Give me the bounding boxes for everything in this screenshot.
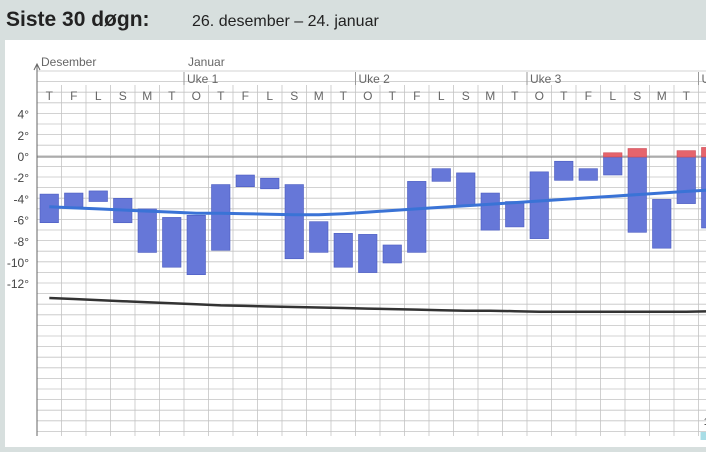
temp-bar-below bbox=[604, 157, 623, 175]
day-label: O bbox=[535, 89, 544, 103]
temp-bar-below bbox=[432, 169, 451, 182]
day-label: T bbox=[560, 89, 568, 103]
temp-bar-above bbox=[702, 147, 706, 157]
temp-bar-above bbox=[677, 151, 696, 157]
temperature-chart: Desember Januar Uke 1 Uke 2 Uke 3 Uke 4 T F L S M T… bbox=[5, 40, 706, 447]
day-label: T bbox=[389, 89, 397, 103]
day-label: O bbox=[192, 89, 201, 103]
day-label: T bbox=[46, 89, 54, 103]
y-tick-left: -6° bbox=[14, 214, 30, 228]
temp-bar-below bbox=[285, 185, 304, 259]
precip-bar bbox=[701, 432, 706, 440]
day-label: F bbox=[413, 89, 420, 103]
week-label: Uke 1 bbox=[187, 72, 219, 86]
temp-bar-below bbox=[408, 181, 427, 252]
temp-bar-below bbox=[236, 175, 255, 187]
y-tick-left: -4° bbox=[14, 192, 30, 206]
day-label: S bbox=[462, 89, 470, 103]
day-label: S bbox=[290, 89, 298, 103]
temp-bar-below bbox=[163, 217, 182, 267]
temp-bar-below bbox=[310, 222, 329, 253]
temp-bar-below bbox=[261, 178, 280, 189]
day-label: L bbox=[95, 89, 102, 103]
temp-bar-below bbox=[89, 191, 108, 202]
lower-line bbox=[49, 298, 706, 312]
week-label: Uke 4 bbox=[702, 72, 706, 86]
chart-subtitle: 26. desember – 24. januar bbox=[192, 13, 379, 31]
y-tick-left: -8° bbox=[14, 235, 30, 249]
y-tick-left: -2° bbox=[14, 171, 30, 185]
month-label: Desember bbox=[41, 55, 96, 69]
week-label: Uke 2 bbox=[359, 72, 391, 86]
day-label: L bbox=[438, 89, 445, 103]
temp-bar-below bbox=[334, 233, 353, 267]
y-tick-left: 0° bbox=[18, 150, 30, 164]
day-label: S bbox=[119, 89, 127, 103]
chart-title: Siste 30 døgn: bbox=[6, 8, 150, 32]
temp-bar-below bbox=[383, 245, 402, 263]
temp-bar-below bbox=[653, 199, 672, 248]
temp-bar-below bbox=[187, 215, 206, 274]
day-label: M bbox=[657, 89, 667, 103]
temp-bar-below bbox=[138, 209, 157, 253]
y-tick-left: 2° bbox=[18, 129, 30, 143]
month-label: Januar bbox=[188, 55, 225, 69]
y-tick-left: 4° bbox=[18, 108, 30, 122]
top-labels: Desember Januar Uke 1 Uke 2 Uke 3 Uke 4 T F L S M T… bbox=[41, 55, 706, 103]
temp-bar-above bbox=[604, 153, 623, 157]
day-label: L bbox=[609, 89, 616, 103]
temp-bar-below bbox=[457, 173, 476, 206]
week-label: Uke 3 bbox=[530, 72, 562, 86]
temp-bar-above bbox=[628, 149, 647, 158]
day-label: T bbox=[683, 89, 691, 103]
temp-bar-below bbox=[530, 172, 549, 239]
temp-bar-below bbox=[555, 161, 574, 180]
temp-bar-below bbox=[481, 193, 500, 230]
day-label: M bbox=[314, 89, 324, 103]
y-tick-left: -10° bbox=[7, 256, 29, 270]
temp-bar-below bbox=[677, 157, 696, 204]
day-label: M bbox=[142, 89, 152, 103]
temp-bar-below bbox=[579, 169, 598, 181]
day-label: S bbox=[633, 89, 641, 103]
temperature-bars bbox=[40, 132, 706, 275]
y-tick-left: -12° bbox=[7, 277, 29, 291]
day-label: F bbox=[585, 89, 592, 103]
y-tick-labels: 4°2°0°-2°-4°-6°-8°-10°-12°4°2°0°-2°-4°-6… bbox=[7, 108, 706, 292]
temp-bar-below bbox=[65, 193, 84, 207]
temp-bar-below bbox=[506, 202, 525, 227]
chart-panel: Desember Januar Uke 1 Uke 2 Uke 3 Uke 4 T F L S M T… bbox=[5, 40, 706, 447]
temp-bar-below bbox=[702, 157, 706, 228]
normal-temperature-line bbox=[49, 184, 706, 215]
chart-header: Siste 30 døgn: 26. desember – 24. januar bbox=[0, 0, 706, 40]
day-label: T bbox=[511, 89, 519, 103]
day-label: F bbox=[70, 89, 77, 103]
day-label: M bbox=[485, 89, 495, 103]
day-label: O bbox=[363, 89, 372, 103]
day-label: T bbox=[340, 89, 348, 103]
temp-bar-below bbox=[212, 185, 231, 251]
day-label: T bbox=[217, 89, 225, 103]
day-label: T bbox=[168, 89, 176, 103]
day-label: F bbox=[242, 89, 249, 103]
day-label: L bbox=[266, 89, 273, 103]
temp-bar-below bbox=[359, 234, 378, 272]
